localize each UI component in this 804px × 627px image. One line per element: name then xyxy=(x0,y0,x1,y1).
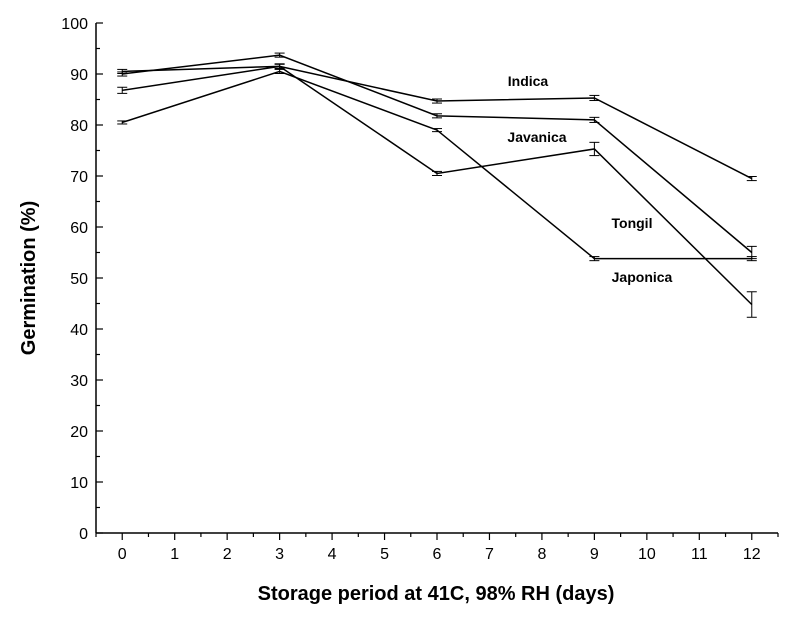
error-bar xyxy=(589,141,600,157)
y-tick-label: 20 xyxy=(70,424,88,441)
series-label-javanica: Javanica xyxy=(507,129,566,145)
error-bar xyxy=(117,86,128,94)
x-tick-label: 7 xyxy=(485,546,494,563)
series-line xyxy=(122,65,753,180)
series-line xyxy=(122,54,753,254)
error-bar xyxy=(589,94,600,102)
y-tick-label: 40 xyxy=(70,322,88,339)
error-bar xyxy=(117,71,128,77)
x-tick-label: 2 xyxy=(223,546,232,563)
x-tick-label: 4 xyxy=(328,546,337,563)
error-bar xyxy=(589,116,600,123)
series-indica xyxy=(117,63,757,182)
error-bar xyxy=(432,170,442,176)
series-label-japonica: Japonica xyxy=(612,269,673,285)
error-bar xyxy=(117,120,128,125)
y-axis-title: Germination (%) xyxy=(18,201,40,355)
x-tick-label: 3 xyxy=(275,546,284,563)
y-tick-label: 0 xyxy=(79,526,88,543)
y-tick-label: 100 xyxy=(61,16,88,33)
series-layer xyxy=(117,52,757,318)
x-tick-label: 12 xyxy=(743,546,761,563)
x-tick-label: 5 xyxy=(380,546,389,563)
series-japonica xyxy=(117,68,757,262)
y-tick-label: 90 xyxy=(70,67,88,84)
x-tick-label: 11 xyxy=(691,546,708,563)
x-axis-title: Storage period at 41C, 98% RH (days) xyxy=(258,583,615,605)
x-tick-label: 0 xyxy=(118,546,127,563)
error-bar xyxy=(274,52,285,58)
series-labels: Indica Javanica Tongil Japonica xyxy=(507,73,672,285)
y-tick-label: 50 xyxy=(70,271,88,288)
error-bar xyxy=(589,256,600,262)
series-label-tongil: Tongil xyxy=(612,215,653,231)
y-axis-ticks: 0 10 20 30 40 50 60 70 80 90 100 xyxy=(61,16,103,543)
error-bar xyxy=(746,176,757,182)
series-javanica xyxy=(117,52,757,260)
error-bar xyxy=(274,63,285,70)
error-bar xyxy=(746,256,757,262)
error-bar xyxy=(746,291,757,318)
y-tick-label: 80 xyxy=(70,118,88,135)
y-tick-label: 30 xyxy=(70,373,88,390)
error-bar xyxy=(274,68,285,74)
x-tick-label: 9 xyxy=(590,546,599,563)
series-label-indica: Indica xyxy=(508,73,549,89)
y-tick-label: 60 xyxy=(70,220,88,237)
y-tick-label: 10 xyxy=(70,475,88,492)
error-bar xyxy=(432,113,442,119)
x-tick-label: 6 xyxy=(433,546,442,563)
x-tick-label: 8 xyxy=(537,546,546,563)
x-tick-label: 1 xyxy=(170,546,179,563)
series-tongil xyxy=(117,63,757,318)
error-bar xyxy=(432,128,442,133)
x-axis-ticks: 0 1 2 3 4 5 6 7 8 9 10 11 12 xyxy=(95,533,779,563)
x-tick-label: 10 xyxy=(638,546,656,563)
y-tick-label: 70 xyxy=(70,169,88,186)
error-bar xyxy=(432,98,442,104)
